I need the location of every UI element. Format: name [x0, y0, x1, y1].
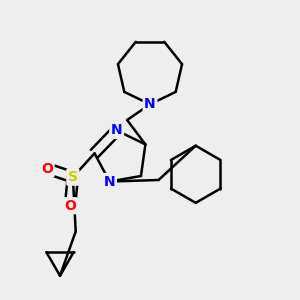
Text: O: O	[64, 199, 76, 213]
Text: S: S	[68, 170, 78, 184]
Text: N: N	[144, 97, 156, 111]
Text: O: O	[41, 162, 53, 176]
Text: N: N	[111, 123, 122, 137]
Text: N: N	[104, 175, 115, 188]
